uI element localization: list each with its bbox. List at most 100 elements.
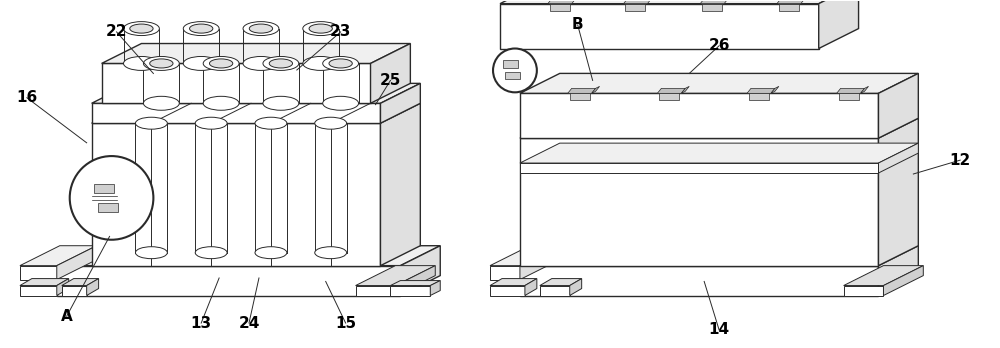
Polygon shape: [779, 4, 799, 11]
Ellipse shape: [255, 117, 287, 129]
Text: 22: 22: [106, 24, 127, 39]
Text: 16: 16: [16, 90, 38, 105]
Ellipse shape: [183, 56, 219, 70]
Polygon shape: [62, 286, 87, 295]
Polygon shape: [570, 279, 582, 295]
Ellipse shape: [130, 24, 153, 33]
Polygon shape: [844, 266, 923, 286]
Polygon shape: [520, 163, 878, 173]
Polygon shape: [356, 286, 395, 295]
Polygon shape: [520, 93, 878, 138]
Polygon shape: [520, 246, 918, 266]
Polygon shape: [94, 184, 114, 193]
Polygon shape: [861, 86, 869, 93]
Polygon shape: [430, 280, 440, 295]
Ellipse shape: [135, 117, 167, 129]
Polygon shape: [570, 93, 590, 100]
Text: 12: 12: [950, 153, 971, 168]
Polygon shape: [883, 266, 923, 295]
Polygon shape: [625, 4, 645, 11]
Ellipse shape: [303, 56, 339, 70]
Circle shape: [70, 156, 153, 240]
Ellipse shape: [183, 22, 219, 35]
Polygon shape: [592, 86, 600, 93]
Ellipse shape: [190, 24, 213, 33]
Ellipse shape: [209, 59, 233, 68]
Polygon shape: [390, 286, 430, 295]
Ellipse shape: [124, 56, 159, 70]
Polygon shape: [395, 266, 435, 295]
Polygon shape: [878, 73, 918, 138]
Ellipse shape: [124, 22, 159, 35]
Polygon shape: [20, 286, 57, 295]
Ellipse shape: [263, 56, 299, 70]
Polygon shape: [657, 88, 685, 93]
Polygon shape: [20, 246, 97, 266]
Polygon shape: [57, 279, 69, 295]
Polygon shape: [520, 118, 918, 138]
Ellipse shape: [195, 117, 227, 129]
Polygon shape: [749, 93, 769, 100]
Polygon shape: [878, 118, 918, 266]
Ellipse shape: [195, 247, 227, 259]
Polygon shape: [490, 266, 520, 279]
Ellipse shape: [135, 247, 167, 259]
Polygon shape: [568, 88, 596, 93]
Polygon shape: [98, 203, 118, 212]
Ellipse shape: [143, 96, 179, 110]
Polygon shape: [92, 123, 380, 266]
Polygon shape: [356, 266, 435, 286]
Polygon shape: [520, 266, 878, 295]
Polygon shape: [548, 0, 576, 4]
Polygon shape: [878, 143, 918, 173]
Polygon shape: [57, 246, 440, 266]
Ellipse shape: [323, 96, 359, 110]
Text: 26: 26: [708, 38, 730, 53]
Polygon shape: [57, 266, 400, 295]
Ellipse shape: [329, 59, 352, 68]
Polygon shape: [102, 44, 410, 63]
Polygon shape: [500, 0, 859, 4]
Polygon shape: [380, 84, 420, 123]
Ellipse shape: [315, 117, 347, 129]
Polygon shape: [777, 0, 805, 4]
Polygon shape: [500, 4, 819, 48]
Polygon shape: [390, 280, 440, 286]
Polygon shape: [371, 44, 410, 103]
Polygon shape: [20, 279, 69, 286]
Ellipse shape: [323, 56, 359, 70]
Ellipse shape: [203, 96, 239, 110]
Polygon shape: [520, 246, 560, 279]
Polygon shape: [819, 0, 859, 48]
Polygon shape: [102, 63, 371, 103]
Polygon shape: [540, 286, 570, 295]
Ellipse shape: [243, 22, 279, 35]
Polygon shape: [771, 86, 779, 93]
Ellipse shape: [243, 56, 279, 70]
Polygon shape: [702, 4, 722, 11]
Polygon shape: [878, 246, 918, 295]
Polygon shape: [540, 279, 582, 286]
Ellipse shape: [203, 56, 239, 70]
Text: 23: 23: [330, 24, 351, 39]
Polygon shape: [700, 0, 728, 4]
Polygon shape: [525, 279, 537, 295]
Ellipse shape: [143, 56, 179, 70]
Polygon shape: [503, 61, 518, 69]
Ellipse shape: [269, 59, 293, 68]
Polygon shape: [92, 103, 380, 123]
Polygon shape: [490, 286, 525, 295]
Ellipse shape: [249, 24, 273, 33]
Polygon shape: [844, 286, 883, 295]
Polygon shape: [400, 246, 440, 295]
Polygon shape: [659, 93, 679, 100]
Polygon shape: [92, 84, 420, 103]
Polygon shape: [490, 246, 560, 266]
Polygon shape: [839, 93, 859, 100]
Polygon shape: [681, 86, 689, 93]
Polygon shape: [490, 279, 537, 286]
Polygon shape: [624, 0, 651, 4]
Polygon shape: [505, 72, 520, 79]
Polygon shape: [837, 88, 865, 93]
Polygon shape: [520, 143, 918, 163]
